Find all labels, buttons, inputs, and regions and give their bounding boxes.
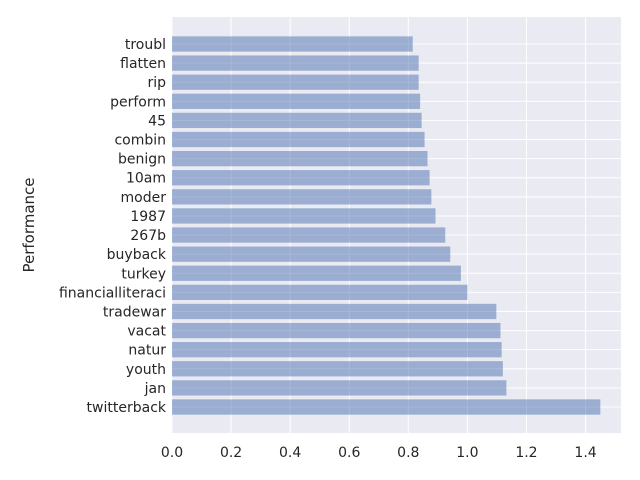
y-tick-label: twitterback (87, 400, 167, 416)
y-tick-label: 1987 (130, 209, 166, 225)
y-tick-labels: troubl flatten rip perform 45 combin benign 10a… (59, 37, 167, 416)
y-tick-label: buyback (107, 247, 167, 263)
bar-natur (172, 342, 502, 358)
bar-10am (172, 170, 430, 186)
x-tick-label: 1.0 (456, 445, 478, 461)
x-tick-labels: 0.0 0.2 0.4 0.6 0.8 1.0 1.2 1.4 (161, 445, 597, 461)
y-tick-label: combin (114, 133, 166, 149)
y-tick-label: natur (128, 343, 166, 359)
bar-jan (172, 380, 507, 396)
y-tick-label: troubl (125, 37, 166, 53)
x-tick-label: 0.4 (279, 445, 301, 461)
bar-youth (172, 361, 503, 377)
bar-moder (172, 189, 432, 205)
bars (172, 36, 601, 415)
y-tick-label: 45 (148, 113, 166, 129)
bar-267b (172, 227, 446, 243)
x-tick-label: 0.0 (161, 445, 183, 461)
x-tick-label: 0.2 (220, 445, 242, 461)
bar-flatten (172, 55, 419, 71)
y-tick-label: jan (144, 381, 166, 397)
bar-turkey (172, 265, 461, 281)
y-axis-title: Performance (20, 177, 38, 272)
bar-45 (172, 112, 422, 129)
y-tick-label: youth (126, 362, 166, 378)
y-tick-label: 10am (126, 171, 166, 187)
bar-perform (172, 93, 421, 109)
x-tick-label: 1.4 (574, 445, 596, 461)
y-tick-label: turkey (121, 266, 166, 282)
y-tick-label: financialliteraci (59, 285, 166, 301)
bar-financialliteraci (172, 284, 468, 301)
bar-twitterback (172, 399, 601, 415)
y-tick-label: moder (121, 190, 167, 206)
y-tick-label: 267b (130, 228, 166, 244)
y-tick-label: perform (110, 94, 166, 110)
bar-troubl (172, 36, 413, 52)
bar-1987 (172, 208, 436, 224)
x-tick-label: 1.2 (515, 445, 537, 461)
y-tick-label: rip (147, 75, 166, 91)
bar-vacat (172, 322, 501, 339)
bar-benign (172, 150, 428, 167)
y-tick-label: tradewar (103, 304, 166, 320)
y-tick-label: vacat (127, 324, 166, 340)
y-tick-label: flatten (120, 56, 166, 72)
bar-combin (172, 131, 425, 148)
x-tick-label: 0.6 (338, 445, 360, 461)
bar-tradewar (172, 303, 497, 320)
y-tick-label: benign (118, 152, 166, 168)
bar-rip (172, 74, 419, 90)
bar-buyback (172, 246, 451, 262)
x-tick-label: 0.8 (397, 445, 419, 461)
